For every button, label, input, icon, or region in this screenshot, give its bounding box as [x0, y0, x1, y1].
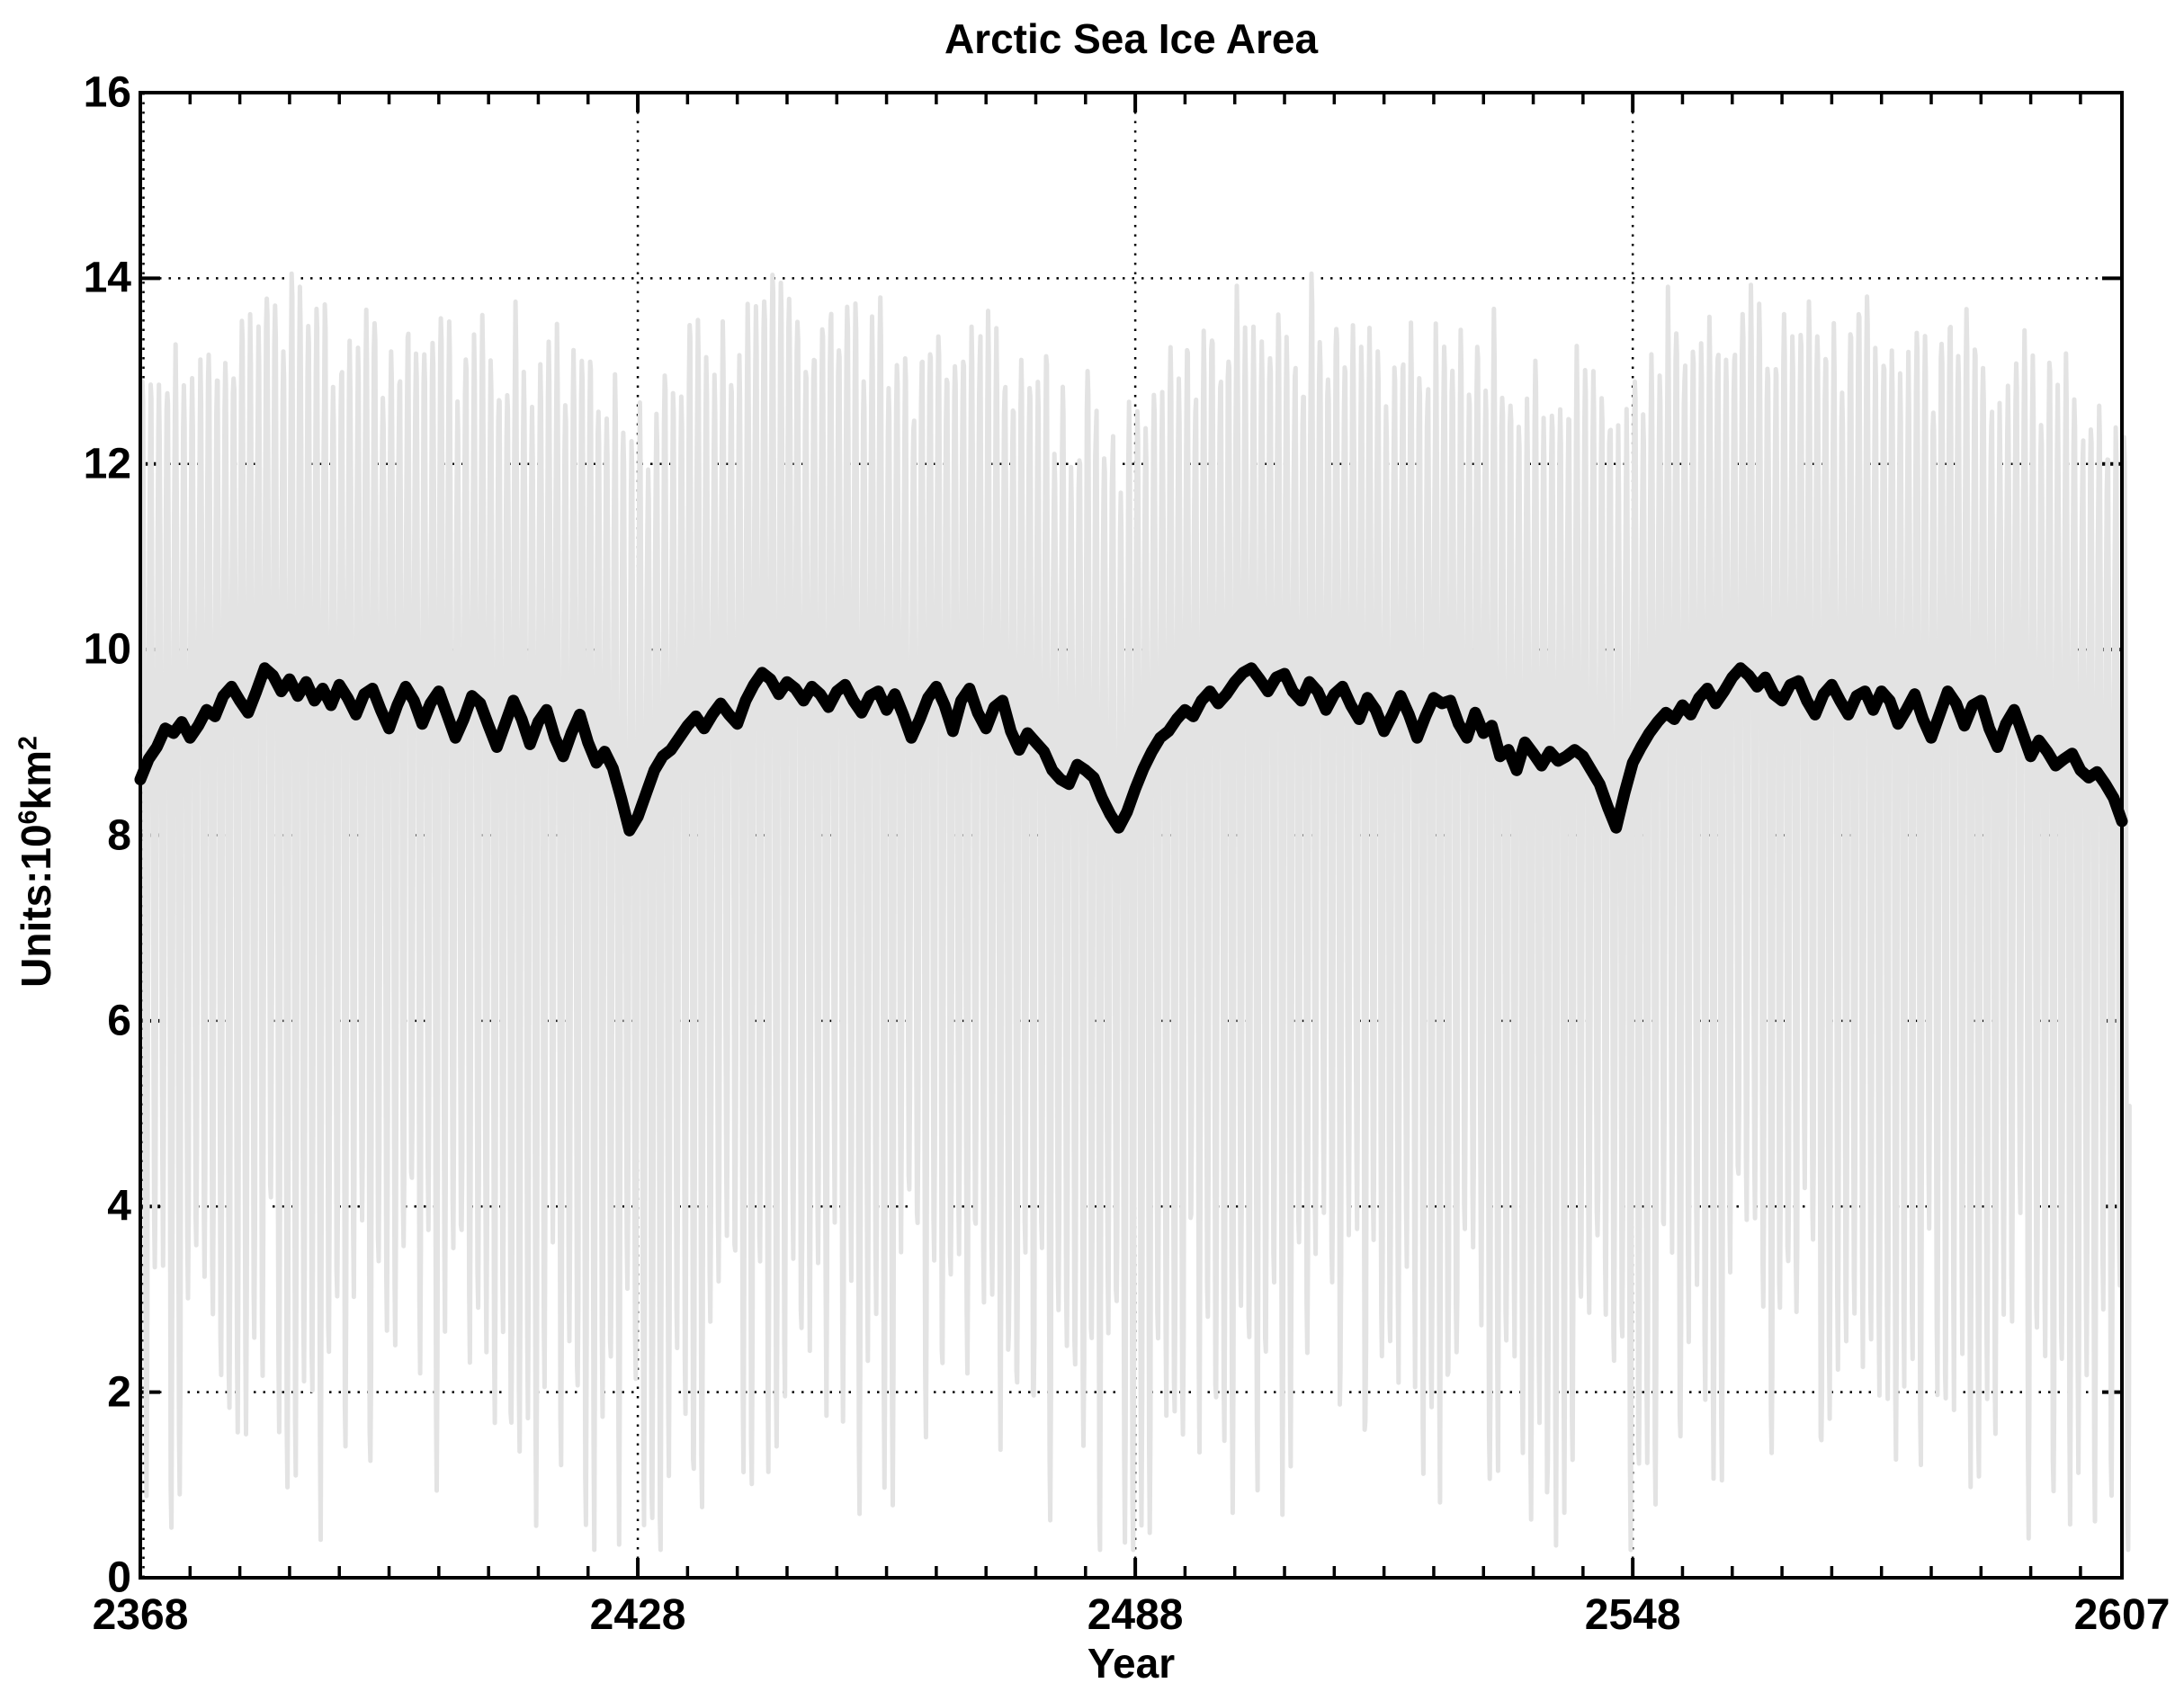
- axis-frame: [139, 91, 2124, 1580]
- chart-title: Arctic Sea Ice Area: [944, 15, 1319, 62]
- y-tick-label-0: 0: [107, 1553, 131, 1602]
- y-tick-label-16: 16: [83, 68, 131, 117]
- y-axis-label-exponent: 6: [13, 810, 43, 825]
- y-tick-label-8: 8: [107, 811, 131, 859]
- x-tick-label-2488: 2488: [1087, 1591, 1184, 1639]
- y-tick-label-10: 10: [83, 625, 131, 674]
- monthly-series-line: [138, 271, 2132, 1553]
- x-axis-label: Year: [1087, 1640, 1176, 1687]
- y-axis-label: Units:106km2: [12, 736, 60, 988]
- y-tick-label-6: 6: [107, 997, 131, 1045]
- y-tick-label-4: 4: [107, 1182, 131, 1231]
- y-tick-label-2: 2: [107, 1368, 131, 1417]
- x-tick-label-2548: 2548: [1584, 1591, 1681, 1639]
- x-tick-label-2607: 2607: [2073, 1591, 2171, 1639]
- y-tick-label-12: 12: [83, 440, 131, 488]
- y-axis-label-unit-exponent: 2: [13, 736, 43, 751]
- y-axis-label-prefix: Units:10: [13, 824, 59, 988]
- x-tick-label-2428: 2428: [589, 1591, 686, 1639]
- y-axis-label-unit: km: [13, 750, 59, 810]
- x-tick-label-2368: 2368: [92, 1591, 189, 1639]
- y-tick-label-14: 14: [83, 254, 131, 302]
- annual-mean-line: [134, 662, 2128, 837]
